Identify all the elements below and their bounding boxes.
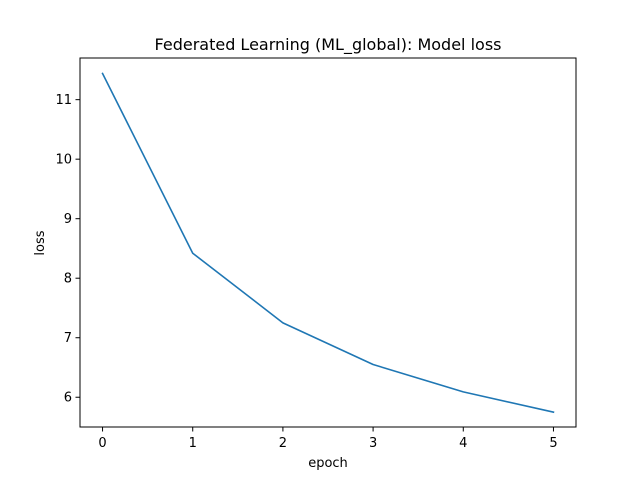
axes-frame [79,57,577,428]
x-tick-label: 1 [189,436,197,451]
y-tick-label: 6 [64,391,72,406]
y-axis-ticks: 6 7 8 9 10 11 [55,93,80,406]
x-tick-label: 0 [98,436,106,451]
series-layer [101,72,555,414]
y-tick-label: 7 [64,331,72,346]
x-axis-ticks: 0 1 2 3 4 5 [98,427,558,451]
y-tick-label: 9 [64,212,72,227]
y-axis-label: loss [33,230,48,255]
x-tick-label: 2 [279,436,287,451]
plot-area [80,58,576,427]
x-tick-label: 5 [549,436,557,451]
chart-title: Federated Learning (ML_global): Model lo… [155,35,502,55]
y-tick-label: 11 [55,93,72,108]
axes-background [80,58,576,427]
x-tick-label: 4 [459,436,467,451]
y-tick-label: 8 [64,272,72,287]
x-axis-label: epoch [308,456,348,471]
y-tick-label: 10 [55,153,72,168]
x-tick-label: 3 [369,436,377,451]
series-line-0 [101,72,555,414]
